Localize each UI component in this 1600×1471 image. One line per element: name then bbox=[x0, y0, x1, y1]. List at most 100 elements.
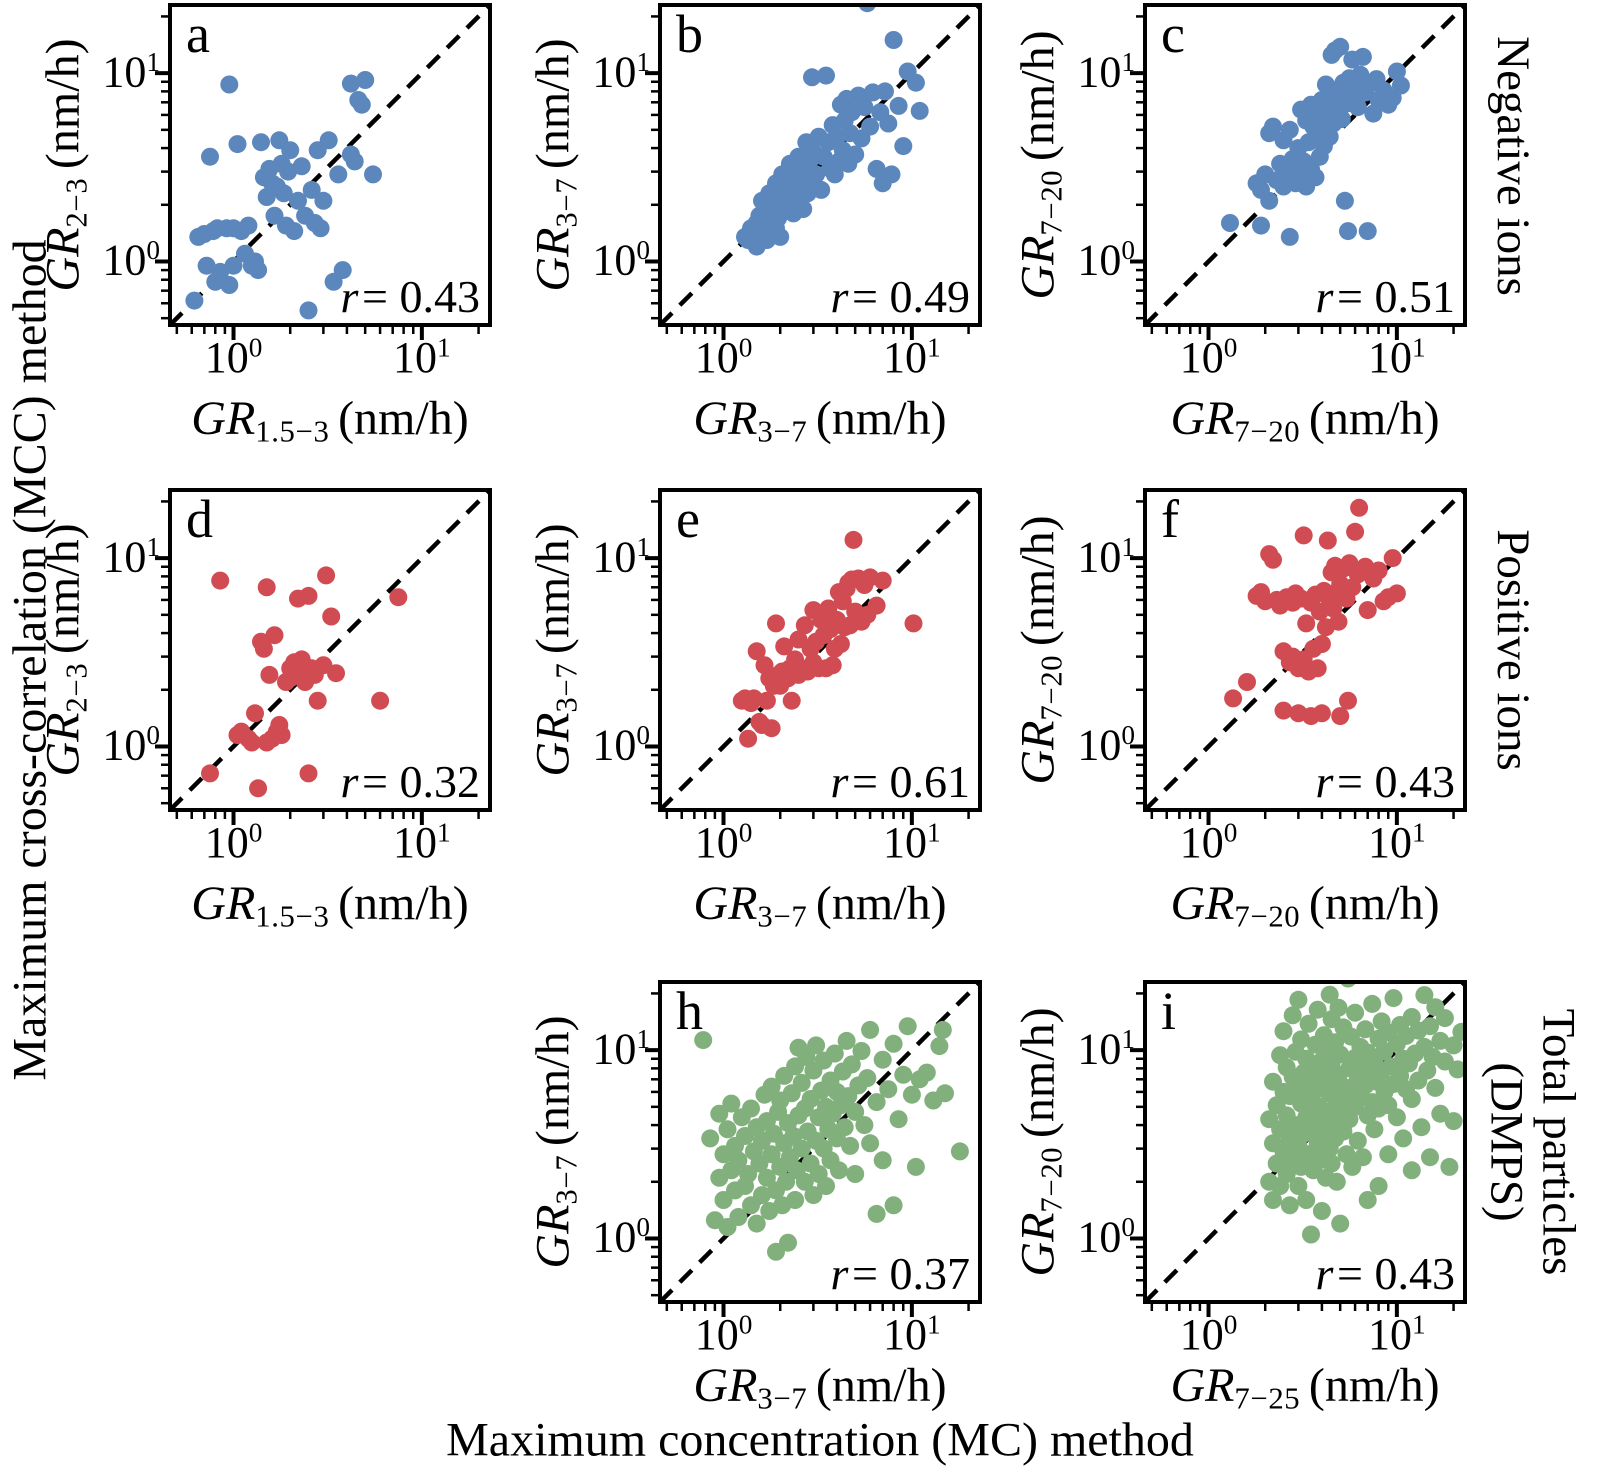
x-tick-label: 101 bbox=[883, 817, 941, 867]
r-value: = 0.37 bbox=[852, 1248, 970, 1299]
scatter-points bbox=[1224, 498, 1406, 726]
y-tick-label: 101 bbox=[102, 531, 160, 582]
panel-letter: c bbox=[1161, 4, 1185, 64]
panel-c-plot-canvas bbox=[1130, 3, 1467, 340]
y-axis-label: GR7−20 (nm/h) bbox=[1011, 515, 1070, 784]
gr-subscript: 3−7 bbox=[549, 177, 584, 228]
gr-unit: (nm/h) bbox=[526, 1015, 580, 1147]
panel-e: e r= 0.61 GR3−7(nm/h) GR3−7 (nm/h) 100 100… bbox=[527, 488, 982, 934]
panel-h: h r= 0.37 GR3−7(nm/h) GR3−7 (nm/h) 100 100… bbox=[527, 980, 982, 1416]
y-tick-label: 101 bbox=[102, 46, 160, 97]
x-tick-label: 101 bbox=[393, 332, 451, 382]
scatter-points bbox=[1260, 982, 1465, 1244]
gr-symbol: GR bbox=[1011, 720, 1065, 785]
gr-symbol: GR bbox=[36, 712, 90, 777]
r-symbol: r bbox=[830, 756, 849, 807]
y-axis-label: GR2−3 (nm/h) bbox=[36, 523, 95, 776]
r-symbol: r bbox=[1315, 271, 1334, 322]
x-tick-label: 101 bbox=[1368, 1309, 1426, 1359]
gr-subscript: 3−7 bbox=[549, 1154, 584, 1205]
gr-symbol: GR bbox=[693, 1359, 758, 1412]
gr-subscript: 3−7 bbox=[549, 662, 584, 713]
panel-letter: h bbox=[676, 981, 703, 1041]
panel-letter: i bbox=[1161, 981, 1177, 1041]
gr-symbol: GR bbox=[526, 1204, 580, 1269]
mc-method-axis-label: Maximum concentration (MC) method bbox=[446, 1413, 1194, 1467]
y-tick-label: 100 bbox=[592, 235, 650, 285]
gr-symbol: GR bbox=[191, 877, 256, 930]
y-tick-label: 100 bbox=[1077, 720, 1135, 770]
gr-symbol: GR bbox=[1170, 877, 1235, 930]
panel-d-plot-canvas bbox=[155, 488, 492, 825]
gr-unit: (nm/h) bbox=[36, 38, 90, 170]
r-symbol: r bbox=[340, 756, 359, 807]
x-axis-label: GR3−7 (nm/h) bbox=[693, 1358, 946, 1417]
y-axis-label: GR7−20 (nm/h) bbox=[1011, 1007, 1070, 1276]
panel-b-plot-canvas bbox=[645, 3, 982, 340]
r-symbol: r bbox=[1315, 756, 1334, 807]
gr-unit: (nm/h) bbox=[1011, 1007, 1065, 1139]
y-tick-label: 100 bbox=[102, 720, 160, 770]
row-label-line: (DMPS) bbox=[1481, 1062, 1533, 1222]
x-tick-label: 101 bbox=[1368, 332, 1426, 382]
gr-unit: (nm/h) bbox=[1308, 1359, 1440, 1412]
gr-symbol: GR bbox=[1011, 1212, 1065, 1277]
r-value: = 0.43 bbox=[1337, 756, 1455, 807]
x-tick-label: 101 bbox=[393, 817, 451, 867]
row-label-line: Total particles bbox=[1532, 1008, 1585, 1276]
x-tick-label: 100 bbox=[1179, 817, 1238, 867]
x-axis-label: GR7−20 (nm/h) bbox=[1170, 391, 1439, 450]
scatter-points bbox=[736, 5, 929, 256]
row-label-line: Negative ions bbox=[1486, 36, 1539, 296]
gr-unit: (nm/h) bbox=[338, 392, 469, 445]
row-label-total-particles: Total particles (DMPS) bbox=[1480, 1008, 1585, 1276]
scatter-points bbox=[201, 566, 408, 798]
gr-subscript: 1.5−3 bbox=[255, 414, 330, 449]
row-label-line: Positive ions bbox=[1486, 529, 1539, 771]
correlation-label: r= 0.43 bbox=[1315, 755, 1455, 808]
panel-letter: f bbox=[1161, 489, 1179, 549]
gr-unit: (nm/h) bbox=[1011, 515, 1065, 647]
panel-f: f r= 0.43 GR7−20(nm/h) GR7−20 (nm/h) 100 1… bbox=[1012, 488, 1467, 934]
x-axis-label: GR7−20 (nm/h) bbox=[1170, 876, 1439, 935]
gr-unit: (nm/h) bbox=[338, 877, 469, 930]
gr-symbol: GR bbox=[693, 877, 758, 930]
y-tick-label: 100 bbox=[592, 1212, 650, 1262]
panel-d: d r= 0.32 GR2−3(nm/h) GR1.5−3 (nm/h) 100 1… bbox=[37, 488, 492, 934]
gr-symbol: GR bbox=[191, 392, 256, 445]
y-tick-label: 101 bbox=[1077, 531, 1135, 582]
y-tick-label: 101 bbox=[592, 1023, 650, 1074]
r-symbol: r bbox=[830, 1248, 849, 1299]
scatter-points bbox=[732, 530, 923, 748]
gr-unit: (nm/h) bbox=[815, 1359, 947, 1412]
x-tick-label: 100 bbox=[204, 817, 263, 867]
panel-i-plot-canvas bbox=[1130, 980, 1467, 1317]
x-axis-label: GR3−7 (nm/h) bbox=[693, 876, 946, 935]
r-value: = 0.43 bbox=[362, 271, 480, 322]
gr-unit: (nm/h) bbox=[1308, 877, 1440, 930]
gr-subscript: 3−7 bbox=[757, 1381, 808, 1416]
panel-letter: d bbox=[186, 489, 213, 549]
panel-b: b r= 0.49 GR3−7(nm/h) GR3−7 (nm/h) 100 100… bbox=[527, 3, 982, 449]
correlation-label: r= 0.37 bbox=[830, 1247, 970, 1300]
y-axis-label: GR2−3 (nm/h) bbox=[36, 38, 95, 291]
gr-subscript: 3−7 bbox=[757, 899, 808, 934]
gr-subscript: 3−7 bbox=[757, 414, 808, 449]
gr-symbol: GR bbox=[1170, 1359, 1235, 1412]
gr-subscript: 7−20 bbox=[1234, 899, 1301, 934]
y-tick-label: 101 bbox=[1077, 46, 1135, 97]
gr-subscript: 7−20 bbox=[1034, 654, 1069, 721]
x-tick-label: 100 bbox=[694, 817, 753, 867]
gr-symbol: GR bbox=[693, 392, 758, 445]
r-symbol: r bbox=[1315, 1248, 1334, 1299]
correlation-label: r= 0.43 bbox=[1315, 1247, 1455, 1300]
y-tick-label: 100 bbox=[592, 720, 650, 770]
y-tick-label: 100 bbox=[102, 235, 160, 285]
gr-unit: (nm/h) bbox=[526, 523, 580, 655]
x-tick-label: 100 bbox=[1179, 332, 1238, 382]
gr-unit: (nm/h) bbox=[815, 877, 947, 930]
gr-subscript: 7−20 bbox=[1034, 1146, 1069, 1213]
panel-a-plot-canvas bbox=[155, 3, 492, 340]
correlation-label: r= 0.61 bbox=[830, 755, 970, 808]
gr-subscript: 7−25 bbox=[1234, 1381, 1301, 1416]
